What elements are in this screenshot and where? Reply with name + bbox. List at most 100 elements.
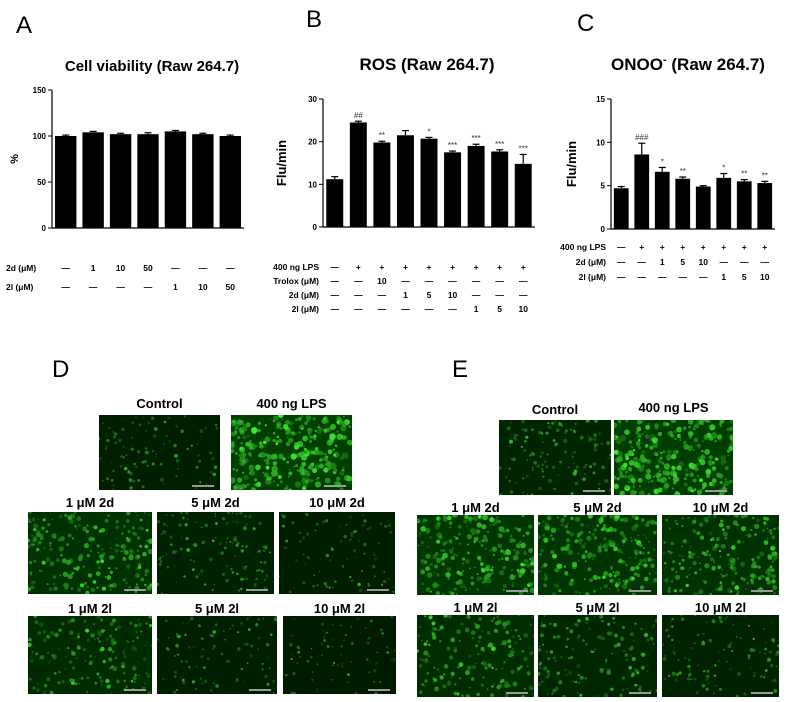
chart-b-condition-value: — <box>331 262 340 272</box>
chart-a-bar <box>137 134 159 228</box>
chart-b-condition-value: + <box>379 262 384 272</box>
micrograph-e-label: 1 μM 2l <box>453 600 498 615</box>
chart-c-condition-value: 5 <box>680 257 685 267</box>
scale-bar <box>751 590 773 592</box>
chart-c-bar <box>695 186 711 229</box>
scale-bar <box>629 590 651 592</box>
chart-c-significance-label: * <box>722 164 725 173</box>
chart-c-bar <box>613 188 629 229</box>
micrograph-e-4-fluorescence <box>538 515 657 595</box>
micrograph-d-6-fluorescence <box>28 616 152 694</box>
chart-b-significance-label: *** <box>448 141 457 150</box>
chart-b-condition-value: 1 <box>403 290 408 300</box>
chart-b-bar <box>467 145 485 227</box>
chart-c-condition-value: + <box>742 242 747 252</box>
chart-a-bar <box>164 131 187 228</box>
panel-letter-e: E <box>452 356 469 383</box>
chart-b-significance-label: ** <box>379 131 385 140</box>
micrograph-d-1 <box>99 415 220 490</box>
chart-b-condition-value: — <box>448 304 457 314</box>
chart-b-bar <box>420 138 438 227</box>
scale-bar <box>124 589 146 591</box>
micrograph-d-label: 1 μM 2l <box>67 601 113 616</box>
micrograph-d-2 <box>231 415 352 490</box>
micrograph-d-4 <box>157 512 274 594</box>
chart-b-significance-label: * <box>427 127 430 136</box>
chart-b-y-tick-label: 20 <box>308 138 317 147</box>
chart-a-bar <box>55 136 77 228</box>
micrograph-d-label: 5 μM 2l <box>194 601 240 616</box>
scale-bar <box>506 590 528 592</box>
micrograph-d-label: 10 μM 2d <box>309 495 365 510</box>
chart-c-bar <box>634 154 650 229</box>
chart-b-condition-value: + <box>403 262 408 272</box>
chart-c-condition-label: 2d (μM) <box>576 257 606 267</box>
chart-b-condition-value: — <box>378 304 387 314</box>
chart-b-condition-label: 2l (μM) <box>292 304 320 314</box>
chart-a-y-tick-label: 150 <box>33 86 47 95</box>
scale-bar <box>751 692 773 694</box>
chart-a-condition-label: 2l (μM) <box>6 282 34 292</box>
micrograph-d-6 <box>28 616 152 694</box>
chart-c-condition-value: 1 <box>721 272 726 282</box>
chart-b-condition-value: — <box>331 304 340 314</box>
chart-c-condition-value: 1 <box>660 257 665 267</box>
chart-a-condition-value: — <box>171 263 180 273</box>
micrograph-d-3 <box>28 512 152 594</box>
chart-a-title: Cell viability (Raw 264.7) <box>65 58 239 75</box>
chart-c-condition-value: + <box>701 242 706 252</box>
micrograph-d-8 <box>283 616 396 694</box>
chart-b-bar <box>514 163 532 227</box>
chart-a-condition-value: — <box>89 282 98 292</box>
micrograph-e-5-fluorescence <box>662 515 779 595</box>
micrograph-d-1-fluorescence <box>99 415 220 490</box>
chart-a-condition-value: — <box>226 263 235 273</box>
chart-c-condition-value: — <box>617 257 626 267</box>
micrograph-d-3-fluorescence <box>28 512 152 594</box>
micrograph-e-label: 5 μM 2d <box>573 500 622 515</box>
micrograph-e-6 <box>417 615 534 697</box>
micrograph-d-7-fluorescence <box>157 616 277 694</box>
chart-a-bar <box>109 134 132 228</box>
scale-bar <box>192 485 214 487</box>
chart-b-bar <box>444 152 462 227</box>
chart-c-condition-value: — <box>720 257 729 267</box>
scale-bar <box>368 689 390 691</box>
micrograph-e-label: 400 ng LPS <box>638 400 709 415</box>
micrograph-e-label: 1 μM 2d <box>451 500 500 515</box>
scale-bar <box>367 589 389 591</box>
chart-c-bar <box>757 183 773 229</box>
panel-letter-a: A <box>16 12 33 39</box>
chart-a-bar <box>82 132 104 228</box>
chart-b-condition-label: Trolox (μM) <box>273 276 319 286</box>
micrograph-d-4-fluorescence <box>157 512 274 594</box>
chart-b-condition-value: — <box>354 290 363 300</box>
chart-c-condition-value: + <box>660 242 665 252</box>
micrograph-e-label: Control <box>531 402 579 417</box>
chart-c-condition-value: 5 <box>742 272 747 282</box>
chart-c-condition-value: — <box>617 272 626 282</box>
chart-a-condition-label: 2d (μM) <box>6 263 36 273</box>
chart-b-condition-value: 5 <box>497 304 502 314</box>
chart-b-condition-value: + <box>356 262 361 272</box>
chart-b-condition-value: — <box>519 276 528 286</box>
chart-c-title: ONOO- (Raw 264.7) <box>611 54 765 74</box>
micrograph-e-7-fluorescence <box>538 615 657 697</box>
panel-letter-b: B <box>306 6 323 33</box>
micrograph-d-5 <box>279 512 395 594</box>
chart-a-condition-value: 50 <box>226 282 236 292</box>
chart-b-condition-value: — <box>472 290 481 300</box>
chart-b-y-label: Flu/min <box>274 140 289 186</box>
chart-c-condition-value: + <box>680 242 685 252</box>
scale-bar <box>124 689 146 691</box>
micrograph-e-7 <box>538 615 657 697</box>
scale-bar <box>249 689 271 691</box>
chart-b-condition-value: + <box>474 262 479 272</box>
chart-c-condition-value: 10 <box>699 257 709 267</box>
micrograph-d-label: 10 μM 2l <box>313 601 366 616</box>
chart-c-condition-value: — <box>617 242 626 252</box>
micrograph-d-label: 400 ng LPS <box>256 396 327 411</box>
chart-a-y-tick-label: 50 <box>37 178 46 187</box>
